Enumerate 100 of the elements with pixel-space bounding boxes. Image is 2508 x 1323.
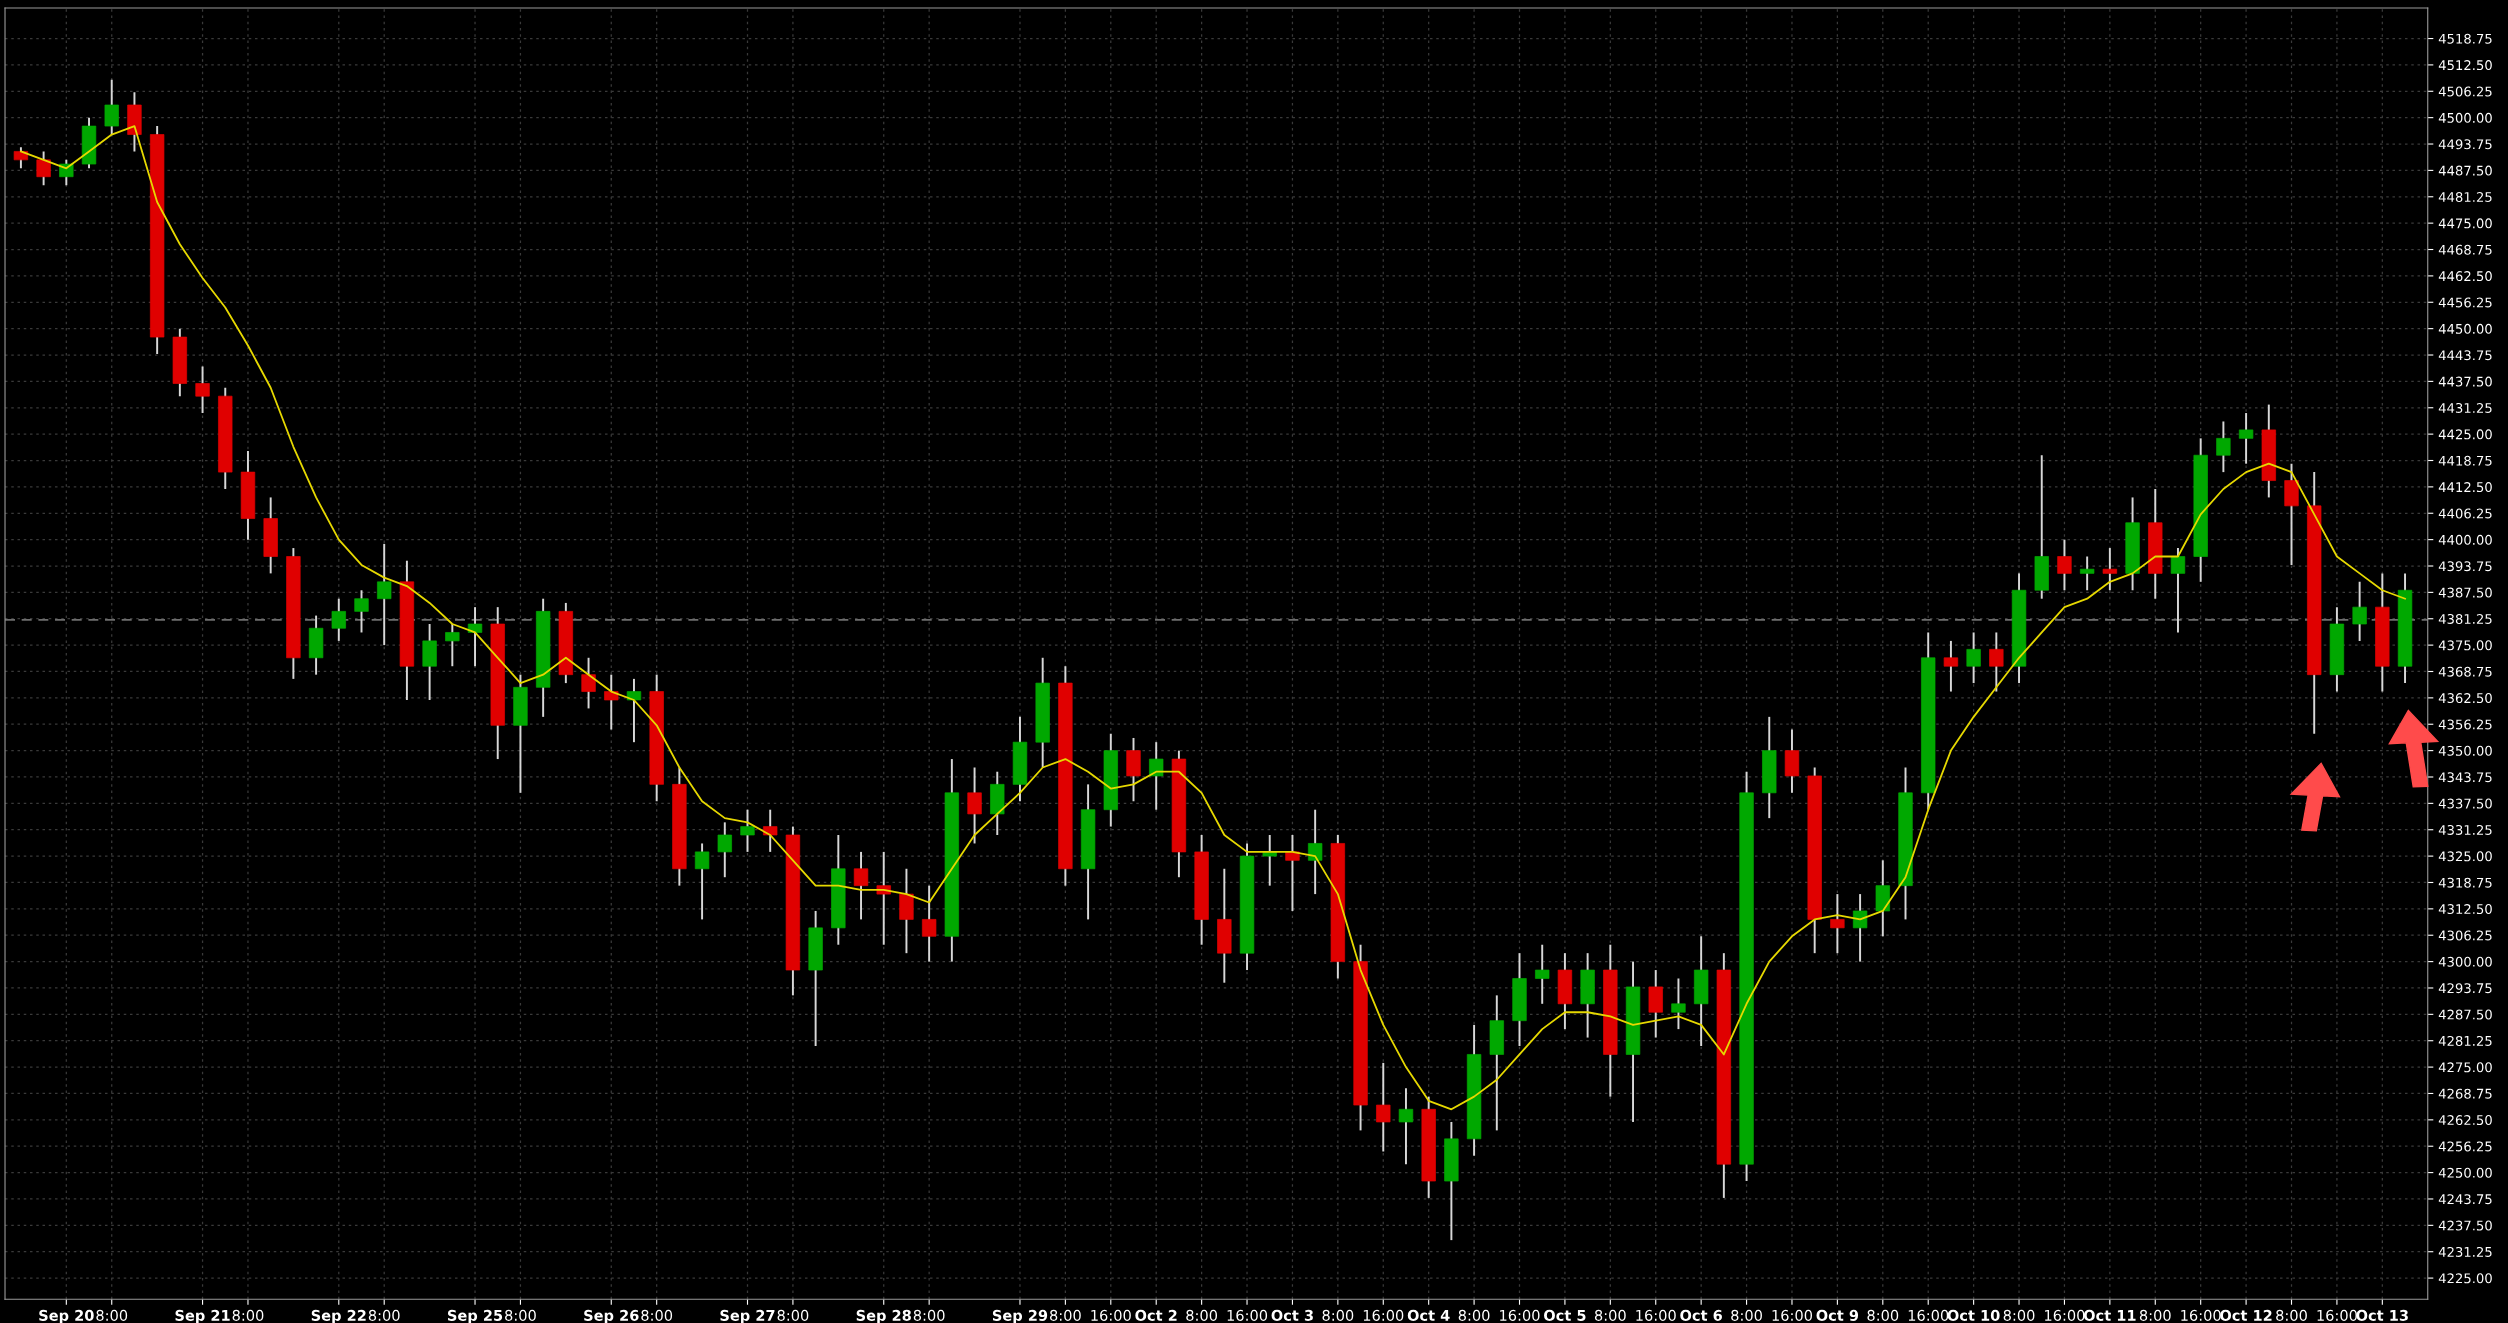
candlestick [104, 78, 119, 136]
candlestick [354, 589, 369, 634]
candlestick [853, 850, 869, 921]
x-tick-label: 16:00 [2045, 1309, 2085, 1321]
x-tick-label: 16:00 [1363, 1309, 1404, 1321]
candlestick [1671, 977, 1686, 1031]
x-tick-label: Sep 26 [584, 1309, 639, 1323]
candlestick [2238, 412, 2254, 465]
x-tick-label: Oct 12 [2220, 1309, 2272, 1321]
y-tick-label: 4243.75 [2438, 1194, 2492, 1205]
candlestick [921, 884, 937, 963]
x-tick-label: Sep 27 [720, 1309, 775, 1323]
candlestick [377, 542, 392, 647]
x-tick-label: Sep 28 [856, 1309, 911, 1323]
candlestick [2352, 580, 2367, 642]
candlestick [876, 850, 891, 946]
x-tick-label: Sep 22 [311, 1309, 366, 1323]
candlestick [717, 821, 732, 879]
candlestick [967, 766, 982, 845]
x-tick-label: Sep 25 [447, 1309, 503, 1323]
y-tick-label: 4343.75 [2438, 772, 2492, 783]
y-tick-label: 4431.25 [2438, 402, 2492, 413]
x-tick-label: 8:00 [641, 1309, 673, 1321]
y-tick-label: 4331.25 [2438, 824, 2492, 835]
x-tick-label: 8:00 [368, 1309, 400, 1321]
candlestick [763, 808, 778, 853]
candlestick [694, 842, 710, 921]
y-tick-label: 4300.00 [2438, 956, 2492, 967]
x-tick-label: Oct 4 [1407, 1309, 1450, 1321]
x-tick-label: Oct 2 [1135, 1309, 1177, 1321]
y-tick-label: 4487.50 [2438, 165, 2492, 176]
y-tick-label: 4225.00 [2438, 1273, 2492, 1284]
x-tick-label: 16:00 [2317, 1309, 2357, 1321]
y-tick-label: 4450.00 [2438, 323, 2492, 334]
candlestick [13, 146, 29, 170]
candlestick [1943, 639, 1959, 693]
y-tick-label: 4337.50 [2438, 798, 2492, 809]
y-tick-label: 4281.25 [2438, 1035, 2492, 1046]
y-tick-label: 4250.00 [2438, 1167, 2492, 1178]
x-tick-label: Sep 21 [175, 1309, 230, 1323]
y-tick-label: 4318.75 [2438, 877, 2492, 888]
candlestick [1376, 1061, 1391, 1153]
candlestick [1398, 1087, 1414, 1166]
y-tick-label: 4231.25 [2438, 1246, 2492, 1257]
y-tick-label: 4237.50 [2438, 1220, 2492, 1231]
candlestick [1989, 631, 2004, 693]
x-tick-label: Oct 5 [1544, 1309, 1586, 1321]
x-tick-label: 16:00 [1227, 1309, 1268, 1321]
x-tick-label: 8:00 [2139, 1309, 2171, 1321]
y-tick-label: 4375.00 [2438, 640, 2492, 651]
x-tick-label: 8:00 [1594, 1309, 1626, 1321]
x-tick-label: 8:00 [2003, 1309, 2035, 1321]
candlestick [1285, 834, 1300, 912]
y-tick-label: 4312.50 [2438, 904, 2492, 915]
y-tick-label: 4468.75 [2438, 244, 2492, 255]
candlestick [581, 656, 596, 710]
x-tick-label: 16:00 [1500, 1309, 1540, 1321]
y-tick-label: 4518.75 [2438, 33, 2492, 44]
y-tick-label: 4256.25 [2438, 1141, 2492, 1152]
candlestick [1966, 631, 1981, 685]
y-tick-label: 4381.25 [2438, 613, 2492, 624]
candlestick [36, 150, 51, 187]
candlestick [467, 606, 483, 668]
y-tick-label: 4437.50 [2438, 376, 2492, 387]
candlestick [2216, 420, 2231, 474]
x-tick-label: 16:00 [1772, 1309, 1813, 1321]
candlestick [740, 808, 755, 853]
x-tick-label: Oct 10 [1947, 1309, 2000, 1321]
candlestick [445, 623, 460, 668]
candlestick [2102, 547, 2118, 592]
y-tick-label: 4493.75 [2438, 139, 2492, 150]
y-tick-label: 4400.00 [2438, 534, 2492, 545]
candlestick [1149, 741, 1164, 811]
x-tick-label: 16:00 [2181, 1309, 2221, 1321]
y-tick-label: 4306.25 [2438, 930, 2492, 941]
y-tick-label: 4412.50 [2438, 482, 2492, 493]
y-tick-label: 4368.75 [2438, 666, 2492, 677]
x-tick-label: Oct 3 [1271, 1309, 1313, 1321]
y-tick-label: 4362.50 [2438, 693, 2492, 704]
y-tick-label: 4275.00 [2438, 1062, 2492, 1073]
y-tick-label: 4418.75 [2438, 455, 2492, 466]
y-tick-label: 4350.00 [2438, 745, 2492, 756]
x-tick-label: 8:00 [1322, 1309, 1354, 1321]
x-tick-label: 8:00 [913, 1309, 945, 1321]
x-tick-label: Sep 29 [992, 1309, 1048, 1323]
y-tick-label: 4262.50 [2438, 1115, 2492, 1126]
x-tick-label: 8:00 [1458, 1309, 1490, 1321]
y-tick-label: 4387.50 [2438, 587, 2492, 598]
x-tick-label: Oct 6 [1680, 1309, 1722, 1321]
candlestick [195, 365, 210, 415]
y-tick-label: 4268.75 [2438, 1088, 2492, 1099]
x-tick-label: 8:00 [1186, 1309, 1218, 1321]
candlestick [1307, 808, 1323, 896]
candlestick [604, 673, 619, 731]
y-tick-label: 4475.00 [2438, 218, 2492, 229]
candlestick [2079, 555, 2095, 592]
candlestick [1852, 893, 1868, 963]
candlestick [2057, 538, 2072, 592]
x-tick-label: 8:00 [1050, 1309, 1081, 1321]
x-tick-label: Oct 11 [2083, 1309, 2136, 1321]
